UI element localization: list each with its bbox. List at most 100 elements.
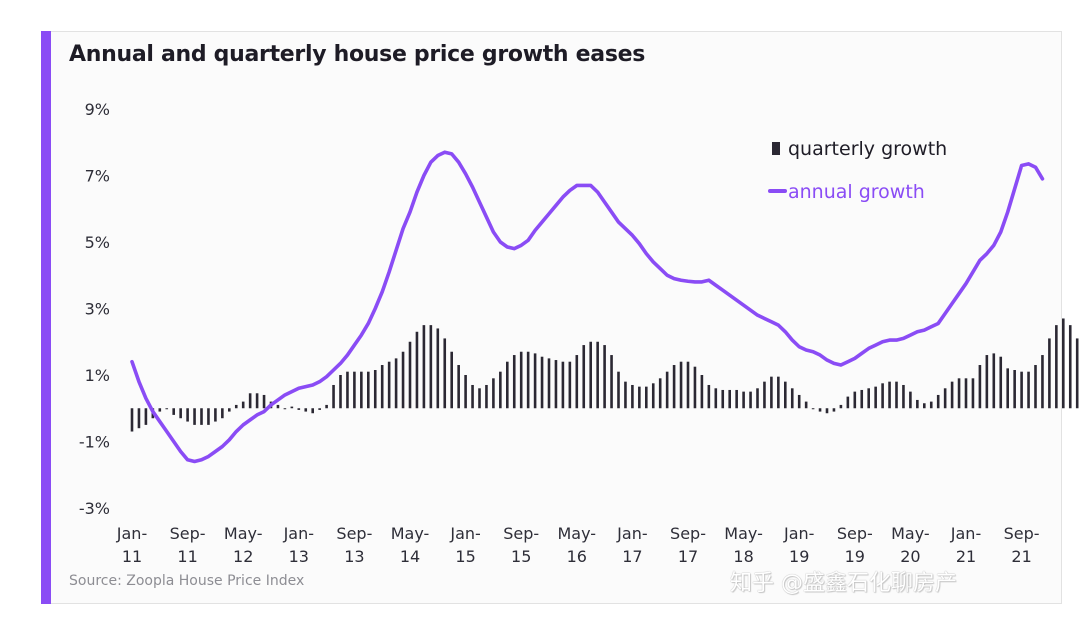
x-tick-label-month: May- xyxy=(391,524,430,543)
quarterly-growth-bar xyxy=(429,325,433,409)
legend-annual-label: annual growth xyxy=(788,181,925,203)
quarterly-growth-bar xyxy=(575,355,579,409)
x-tick-label-year: 11 xyxy=(122,547,142,566)
quarterly-growth-bar xyxy=(144,408,148,425)
x-tick-label-month: May- xyxy=(891,524,930,543)
quarterly-growth-bar xyxy=(645,386,648,409)
quarterly-growth-bar xyxy=(485,384,488,409)
quarterly-growth-bar xyxy=(304,408,308,412)
quarterly-growth-bar xyxy=(839,404,843,409)
quarterly-growth-bar xyxy=(596,341,599,409)
legend-quarterly-label: quarterly growth xyxy=(788,138,947,160)
quarterly-growth-bar xyxy=(749,391,752,409)
quarterly-growth-bar xyxy=(1048,338,1051,409)
annual-growth-line-group xyxy=(130,150,1045,464)
quarterly-growth-bar xyxy=(492,378,495,409)
quarterly-growth-bar xyxy=(902,384,905,409)
quarterly-growth-bar xyxy=(950,381,954,409)
quarterly-growth-bar xyxy=(790,388,794,409)
quarterly-growth-bar xyxy=(499,371,502,409)
x-tick-label-year: 14 xyxy=(400,547,420,566)
quarterly-growth-bar xyxy=(992,353,996,409)
legend: quarterly growth annual growth xyxy=(768,138,947,203)
source-note: Source: Zoopla House Price Index xyxy=(69,573,305,589)
quarterly-growth-bar xyxy=(728,389,731,409)
quarterly-growth-bar xyxy=(1075,338,1079,409)
quarterly-growth-bar xyxy=(540,356,544,409)
x-tick-label-year: 19 xyxy=(845,547,865,566)
quarterly-growth-bar xyxy=(318,408,321,410)
x-tick-label-month: Sep- xyxy=(837,524,873,543)
quarterly-growth-bar xyxy=(867,388,870,409)
x-tick-label-year: 21 xyxy=(956,547,976,566)
quarterly-growth-bar xyxy=(255,393,259,409)
quarterly-growth-bar xyxy=(561,361,565,409)
x-tick-label-month: Jan- xyxy=(783,524,814,543)
quarterly-growth-bar xyxy=(818,408,822,412)
quarterly-growth-bar xyxy=(686,361,690,409)
quarterly-growth-bar xyxy=(784,381,787,409)
quarterly-growth-bar xyxy=(1068,325,1072,409)
x-tick-label-year: 19 xyxy=(789,547,809,566)
x-tick-label-month: May- xyxy=(224,524,263,543)
quarterly-growth-bar xyxy=(804,401,808,409)
quarterly-growth-bar xyxy=(923,403,926,409)
quarterly-growth-bar xyxy=(929,401,933,409)
quarterly-growth-bar xyxy=(936,394,940,409)
quarterly-growth-bar xyxy=(1027,371,1030,409)
quarterly-growth-bar xyxy=(777,376,780,409)
quarterly-growth-bar xyxy=(846,396,850,409)
x-tick-label-month: Jan- xyxy=(449,524,480,543)
quarterly-growth-bar xyxy=(631,384,634,409)
quarterly-growth-bar xyxy=(895,381,898,409)
quarterly-growth-bar xyxy=(707,384,711,409)
x-tick-label-month: Jan- xyxy=(116,524,147,543)
quarterly-growth-bar xyxy=(401,351,405,409)
x-tick-label-year: 18 xyxy=(733,547,753,566)
quarterly-growth-bar xyxy=(436,328,440,409)
quarterly-growth-bar xyxy=(797,394,801,409)
quarterly-growth-bar xyxy=(700,375,704,409)
quarterly-growth-bar xyxy=(367,371,370,409)
quarterly-growth-bar xyxy=(672,365,676,409)
legend-bar-swatch xyxy=(772,142,780,155)
quarterly-growth-bar xyxy=(457,365,460,409)
quarterly-growth-bar xyxy=(533,353,537,409)
quarterly-growth-bar xyxy=(881,383,884,409)
quarterly-growth-bar xyxy=(248,393,252,409)
x-tick-label-year: 15 xyxy=(455,547,475,566)
quarterly-growth-bar xyxy=(200,408,203,425)
quarterly-growth-bar xyxy=(1055,325,1058,409)
quarterly-growth-bar xyxy=(1062,318,1065,409)
quarterly-growth-bar xyxy=(478,388,481,409)
y-tick-label: 1% xyxy=(85,366,110,385)
quarterly-growth-bar xyxy=(943,388,947,409)
quarterly-growth-bar xyxy=(811,408,815,410)
quarterly-growth-bar xyxy=(526,351,530,409)
quarterly-growth-bar xyxy=(443,338,447,409)
quarterly-growth-bar xyxy=(1041,355,1044,409)
quarterly-growth-bar xyxy=(971,378,975,409)
y-tick-label: 7% xyxy=(85,167,110,186)
quarterly-growth-bar xyxy=(651,383,655,409)
quarterly-growth-bar xyxy=(380,365,384,409)
accent-bar xyxy=(41,31,51,604)
quarterly-growth-bar xyxy=(262,394,266,409)
quarterly-growth-bar xyxy=(638,386,641,409)
x-tick-label-month: Sep- xyxy=(670,524,706,543)
x-axis-ticks: Jan- 11 Sep- 11 May- 12 Jan- 13 Sep- 13 May- 14 Jan-… xyxy=(116,524,1040,566)
x-tick-label-month: Sep- xyxy=(1004,524,1040,543)
y-tick-label: 9% xyxy=(85,100,110,119)
quarterly-growth-bar xyxy=(603,345,606,409)
quarterly-growth-bar xyxy=(554,360,558,409)
quarterly-growth-bar xyxy=(506,361,509,409)
quarterly-growth-bar xyxy=(825,408,829,414)
quarterly-growth-bar xyxy=(916,399,919,409)
quarterly-growth-bar xyxy=(276,404,280,409)
x-tick-label-month: Sep- xyxy=(170,524,206,543)
x-tick-label-year: 13 xyxy=(289,547,309,566)
y-axis-ticks: 9% 7% 5% 3% 1% -1% -3% xyxy=(79,100,110,518)
x-tick-label-year: 16 xyxy=(567,547,587,566)
quarterly-growth-bar xyxy=(415,331,419,409)
